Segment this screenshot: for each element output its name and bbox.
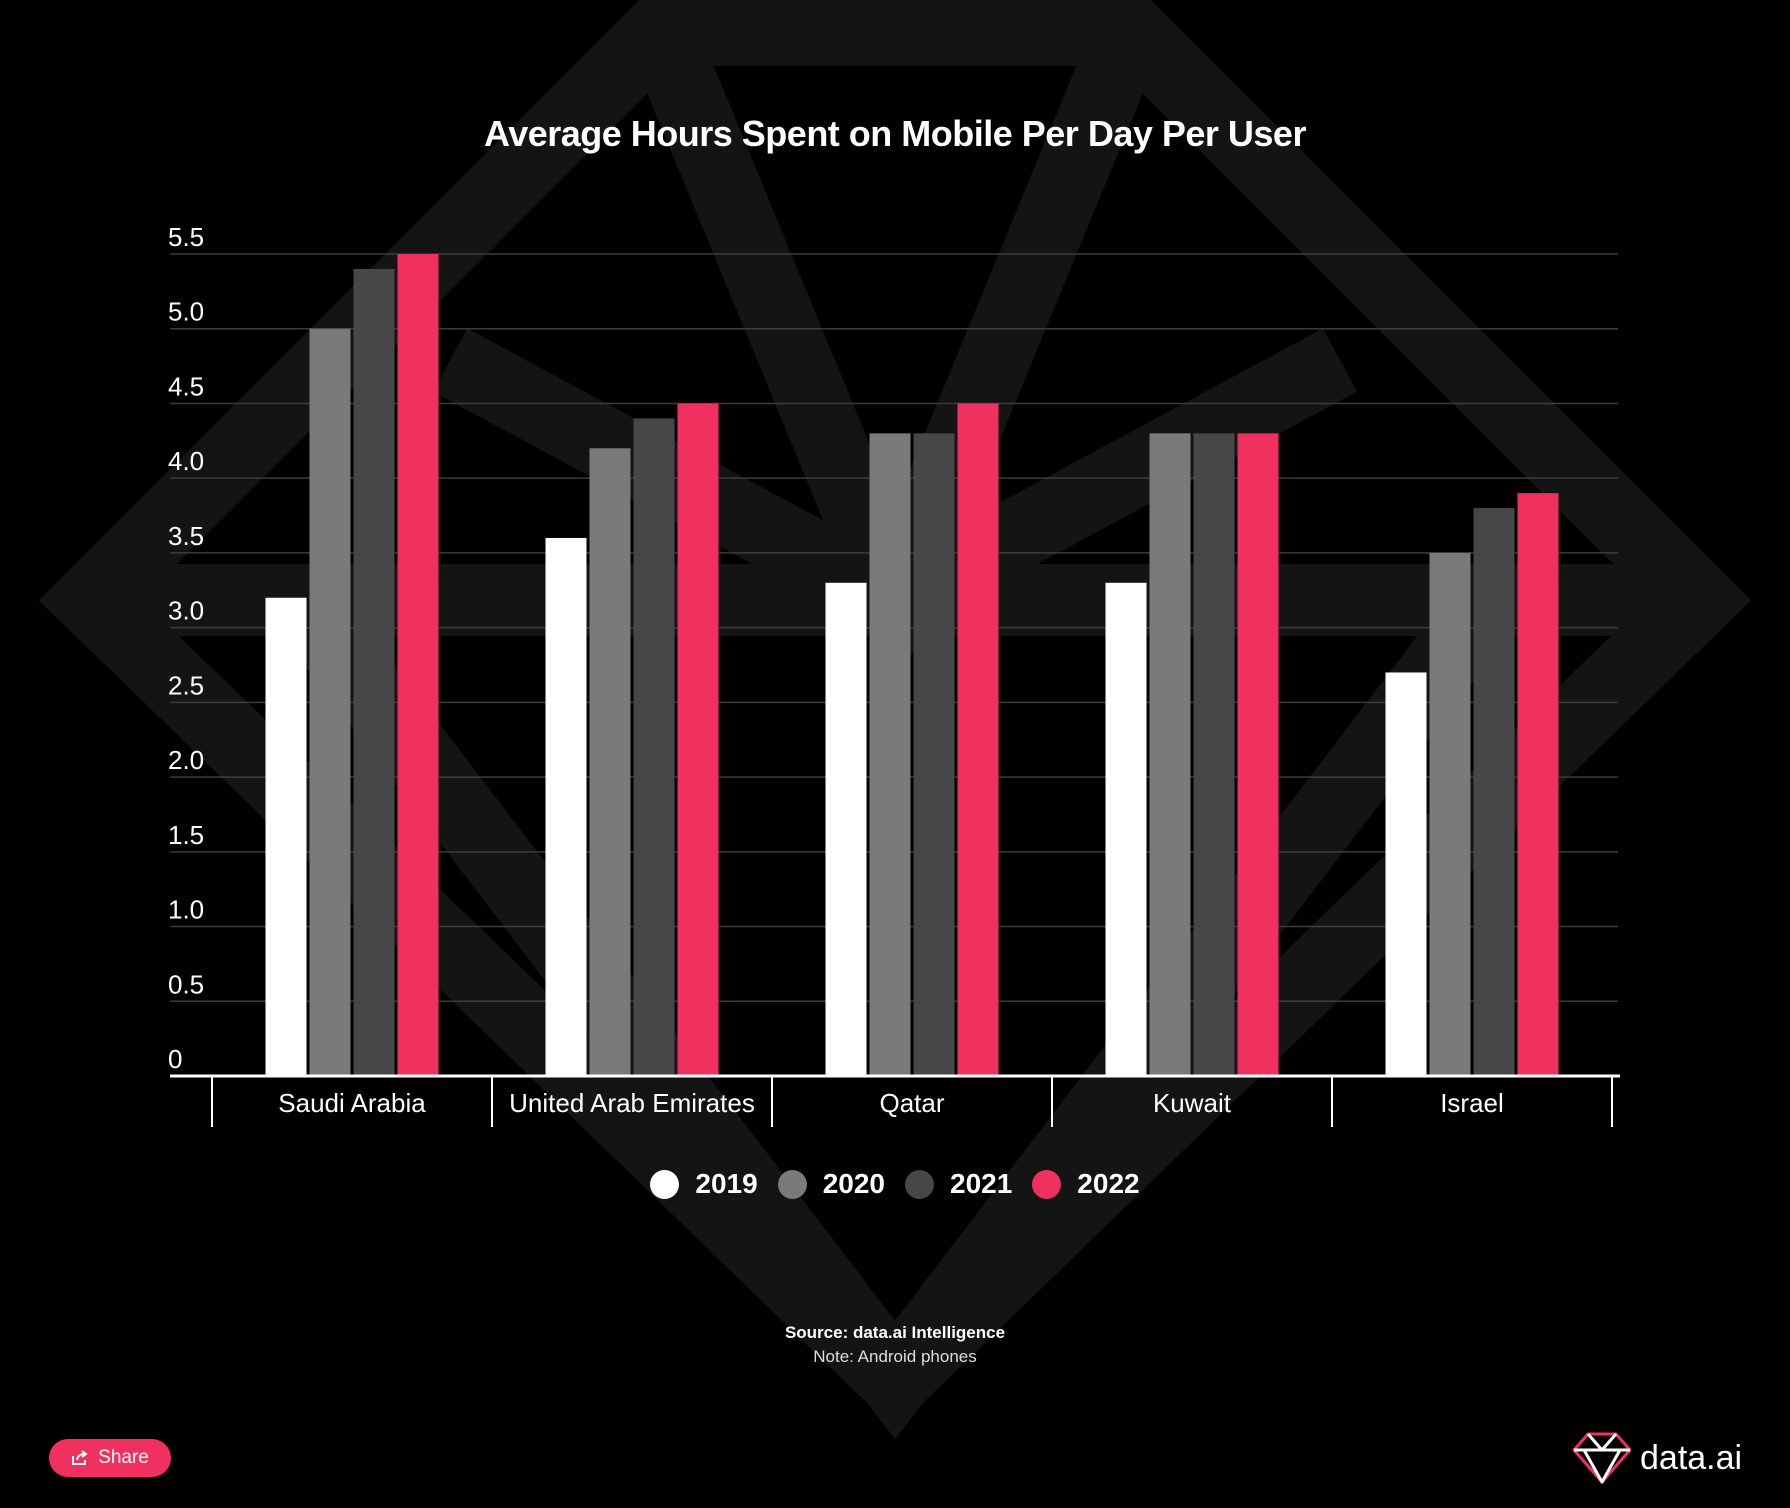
bar-united-arab-emirates-2021 xyxy=(633,418,675,1076)
brand-name: data.ai xyxy=(1640,1438,1743,1477)
legend-label: 2021 xyxy=(950,1168,1013,1199)
y-tick-label: 0.5 xyxy=(168,969,204,999)
legend-label: 2022 xyxy=(1077,1168,1140,1199)
bar-israel-2019 xyxy=(1385,672,1427,1076)
y-tick-label: 3.5 xyxy=(168,521,204,551)
bar-kuwait-2022 xyxy=(1237,433,1279,1076)
bar-israel-2022 xyxy=(1517,493,1559,1076)
legend-item-2019: 2019 xyxy=(650,1168,758,1200)
bar-kuwait-2019 xyxy=(1105,582,1147,1076)
bar-qatar-2021 xyxy=(913,433,955,1076)
bars xyxy=(265,254,1559,1077)
bar-kuwait-2020 xyxy=(1149,433,1191,1076)
legend-item-2021: 2021 xyxy=(905,1168,1012,1200)
y-tick-label: 1.5 xyxy=(168,820,204,850)
source-note: Source: data.ai Intelligence xyxy=(784,1323,1006,1342)
share-icon xyxy=(72,1450,88,1465)
x-tick-label: Qatar xyxy=(879,1088,944,1118)
y-tick-label: 2.5 xyxy=(168,670,204,700)
legend-item-2022: 2022 xyxy=(1032,1168,1140,1200)
legend-swatch xyxy=(905,1169,934,1199)
brand-logo: data.ai xyxy=(1570,1430,1742,1486)
share-button[interactable]: Share xyxy=(49,1439,171,1477)
chart-title: Average Hours Spent on Mobile Per Day Pe… xyxy=(484,113,1306,154)
bar-qatar-2020 xyxy=(869,433,911,1076)
y-tick-label: 4.5 xyxy=(168,371,204,401)
legend-label: 2019 xyxy=(695,1168,758,1199)
legend-label: 2020 xyxy=(822,1168,885,1199)
diamond-logo-icon xyxy=(1572,1432,1632,1484)
y-tick-label: 3.0 xyxy=(168,596,204,626)
bar-kuwait-2021 xyxy=(1193,433,1235,1076)
bar-qatar-2019 xyxy=(825,582,867,1076)
y-tick-label: 1.0 xyxy=(168,895,204,925)
bar-united-arab-emirates-2019 xyxy=(545,537,587,1076)
legend-swatch xyxy=(1032,1169,1062,1199)
x-axis-ticks: Saudi Arabia United Arab Emirates Qatar Kuw… xyxy=(278,1088,1504,1118)
legend-swatch xyxy=(650,1169,680,1199)
x-tick-label: Kuwait xyxy=(1153,1088,1232,1118)
share-label: Share xyxy=(98,1447,149,1468)
y-tick-label: 4.0 xyxy=(168,446,204,476)
chart-legend: 2019 2020 2021 2022 xyxy=(0,1168,1790,1200)
y-tick-label: 0 xyxy=(168,1044,182,1074)
bar-saudi-arabia-2021 xyxy=(353,268,395,1077)
bar-israel-2020 xyxy=(1429,552,1471,1076)
y-tick-label: 2.0 xyxy=(168,745,204,775)
bar-united-arab-emirates-2020 xyxy=(589,448,631,1077)
footnote: Note: Android phones xyxy=(813,1347,977,1366)
bar-united-arab-emirates-2022 xyxy=(677,403,719,1076)
bar-qatar-2022 xyxy=(957,403,999,1076)
x-tick-label: United Arab Emirates xyxy=(509,1088,755,1118)
bar-saudi-arabia-2019 xyxy=(265,597,307,1076)
y-tick-label: 5.5 xyxy=(168,222,204,252)
x-tick-label: Saudi Arabia xyxy=(278,1088,426,1118)
x-axis xyxy=(170,1074,1620,1127)
bar-saudi-arabia-2020 xyxy=(309,328,351,1076)
x-tick-label: Israel xyxy=(1440,1088,1504,1118)
legend-swatch xyxy=(777,1169,807,1199)
legend-item-2020: 2020 xyxy=(777,1168,885,1200)
y-tick-label: 5.0 xyxy=(168,297,204,327)
bar-saudi-arabia-2022 xyxy=(397,254,439,1076)
bar-israel-2021 xyxy=(1473,508,1515,1076)
y-axis-ticks: 0 0.5 1.0 1.5 2.0 2.5 3.0 3.5 4.0 4.5 5.0 5.5 xyxy=(168,222,204,1074)
